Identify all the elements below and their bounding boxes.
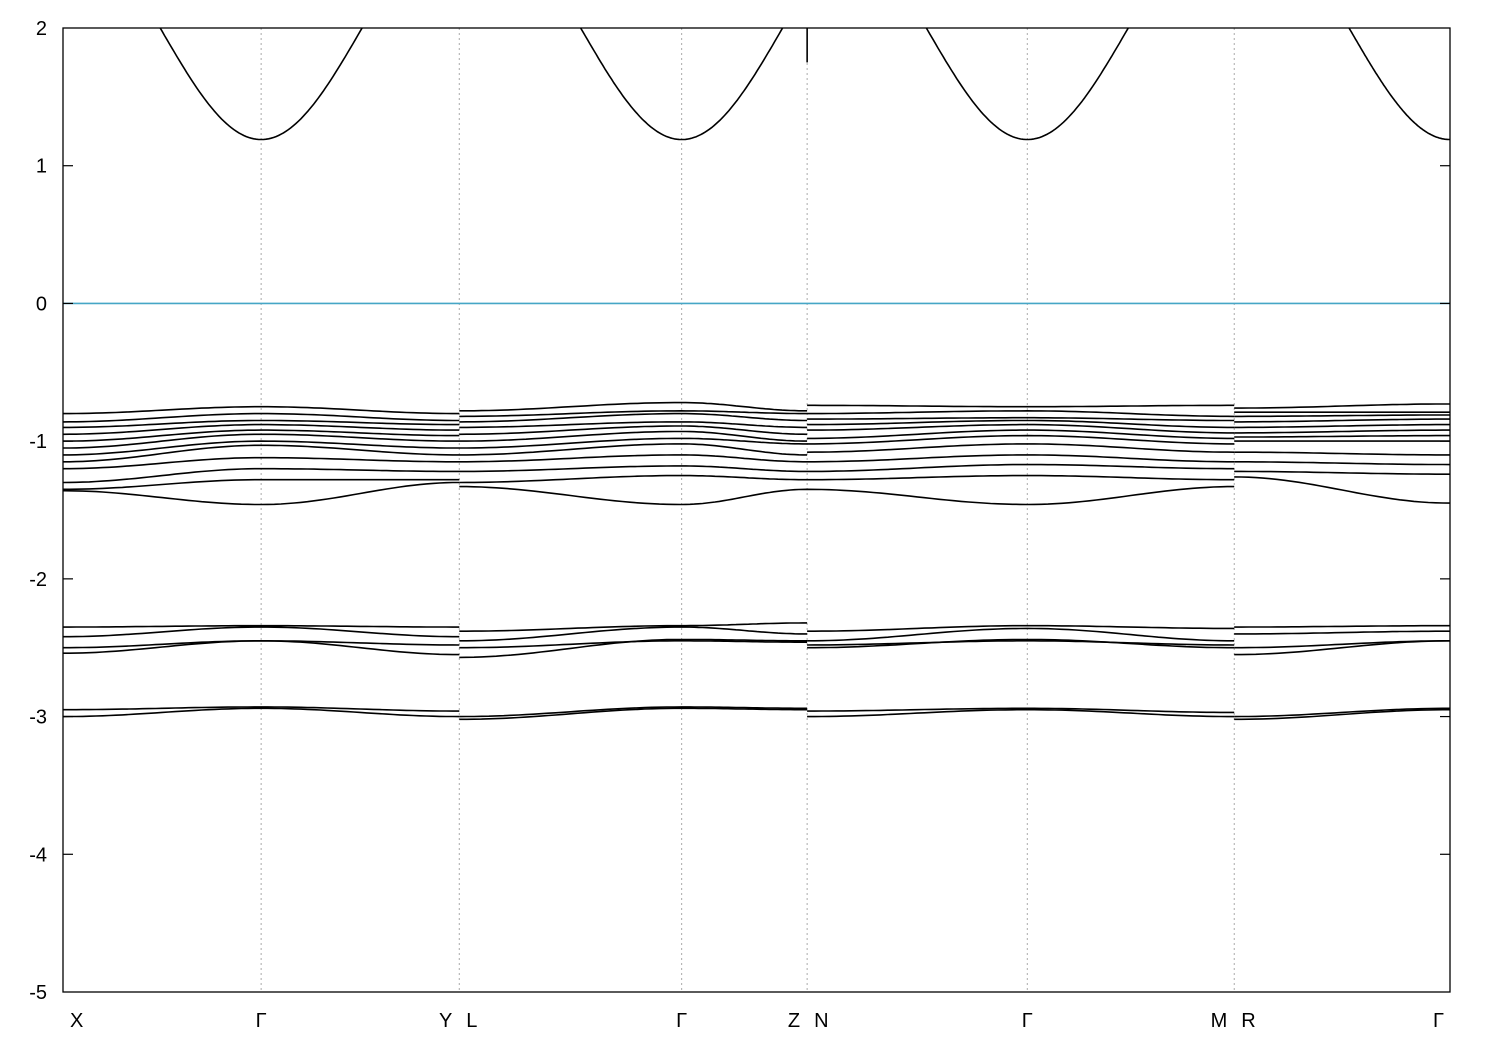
band-line-9 — [63, 451, 1450, 470]
x-tick-label: Γ — [1022, 1010, 1033, 1032]
y-tick-label: -3 — [29, 707, 47, 729]
band-line-17 — [63, 706, 1450, 718]
band-line-3 — [63, 412, 1450, 429]
y-tick-label: 1 — [36, 156, 47, 178]
y-axis: -5 -4 -3 -2 -1 0 1 2 — [29, 18, 1450, 1004]
band-line-4 — [62, 418, 1450, 436]
band-lines — [62, 28, 1451, 721]
band-line-7 — [63, 434, 1450, 456]
band-line-16 — [63, 638, 1451, 659]
y-tick-label: 0 — [36, 293, 47, 315]
symmetry-gridlines — [260, 28, 1235, 992]
x-tick-label: Γ — [256, 1010, 267, 1032]
x-tick-label: Y — [439, 1010, 452, 1032]
band-line-1 — [63, 401, 1450, 415]
band-line-15 — [63, 640, 1450, 649]
band-line-18 — [62, 707, 1450, 721]
band-line-14 — [63, 626, 1450, 642]
plot-frame — [62, 27, 1451, 993]
band-line-10 — [62, 461, 1451, 484]
band-line-13 — [63, 622, 1450, 632]
conduction-band-line — [159, 28, 1450, 141]
x-tick-label: X — [70, 1010, 83, 1032]
band-line-11 — [63, 470, 1450, 491]
band-line-12 — [62, 476, 1451, 506]
x-tick-label: L — [466, 1010, 477, 1032]
y-tick-label: -2 — [29, 569, 47, 591]
x-tick-label: Γ — [676, 1010, 687, 1032]
y-tick-label: 2 — [36, 18, 47, 40]
y-tick-label: -4 — [29, 844, 47, 866]
y-tick-label: -5 — [29, 982, 47, 1004]
x-tick-label: R — [1241, 1010, 1255, 1032]
y-tick-label: -1 — [29, 431, 47, 453]
x-tick-label: Γ — [1433, 1010, 1444, 1032]
band-line-8 — [63, 440, 1450, 463]
band-line-2 — [62, 410, 1450, 423]
x-tick-label: Z — [788, 1010, 800, 1032]
x-tick-label: M — [1211, 1010, 1228, 1032]
x-tick-label: N — [814, 1010, 828, 1032]
band-line-5 — [63, 423, 1450, 442]
band-line-6 — [63, 429, 1450, 449]
